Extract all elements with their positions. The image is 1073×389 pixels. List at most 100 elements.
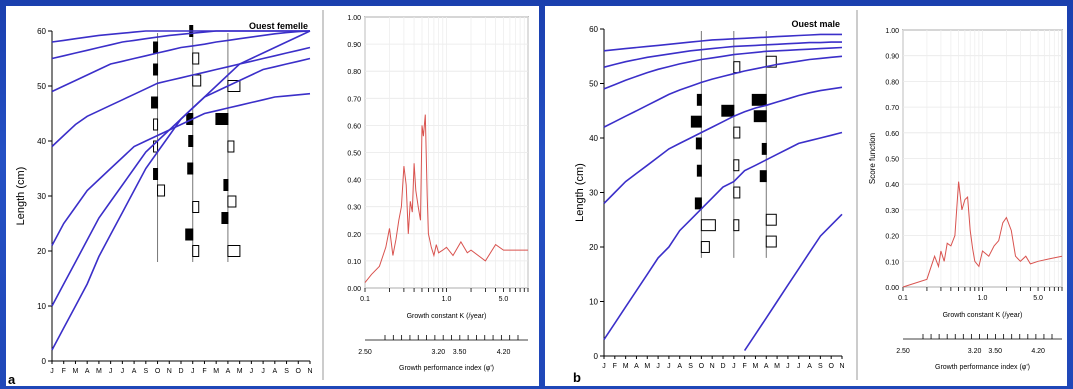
y-tick-label: 0.10 — [347, 259, 361, 266]
y-tick-label: 0.80 — [347, 69, 361, 76]
x-tick-label: S — [818, 363, 823, 370]
growth-curve-3 — [603, 86, 843, 204]
x-axis-label: Growth constant K (/year) — [943, 312, 1023, 319]
histogram-block — [696, 164, 702, 177]
histogram-block — [223, 179, 229, 191]
y-tick-label: 0.60 — [885, 131, 899, 138]
histogram-block — [733, 186, 741, 199]
x-tick-label: J — [667, 363, 671, 370]
histogram-block — [753, 110, 767, 123]
histogram-block — [192, 201, 200, 213]
x-tick-label: M — [644, 363, 650, 370]
y-tick-label: 60 — [37, 27, 46, 36]
y-tick-label: 0.50 — [885, 157, 899, 164]
histogram-block — [696, 93, 702, 106]
x2-tick-label: 2.50 — [896, 348, 910, 355]
x-tick-label: 5.0 — [1033, 295, 1043, 302]
histogram-block — [153, 140, 159, 153]
x-tick-label: J — [109, 368, 113, 375]
y-tick-label: 0.70 — [347, 96, 361, 103]
x-tick-label: J — [797, 363, 801, 370]
x-tick-label: O — [296, 368, 302, 375]
x2-tick-label: 3.20 — [432, 349, 446, 356]
x-tick-label: A — [677, 363, 682, 370]
y-tick-label: 60 — [589, 25, 598, 34]
y-tick-label: 50 — [37, 82, 46, 91]
x-tick-label: 1.0 — [978, 295, 988, 302]
y-tick-label: 0.20 — [347, 232, 361, 239]
chart-title: Ouest femelle — [249, 21, 308, 31]
x-tick-label: F — [742, 363, 746, 370]
x-tick-label: O — [699, 363, 705, 370]
y-tick-label: 10 — [37, 302, 46, 311]
y-tick-label: 50 — [589, 80, 598, 89]
panel-letter: a — [8, 372, 16, 387]
x-tick-label: S — [143, 368, 148, 375]
histogram-block — [227, 245, 241, 257]
y-tick-label: 0 — [594, 352, 599, 361]
growth-curve-6 — [603, 41, 842, 68]
growth-curve-4 — [51, 46, 311, 148]
histogram-block — [187, 162, 194, 175]
x-tick-label: N — [710, 363, 715, 370]
histogram-block — [153, 118, 159, 131]
y-tick-label: 0.10 — [885, 259, 899, 266]
x-tick-label: A — [764, 363, 769, 370]
x-tick-label: J — [261, 368, 265, 375]
x-tick-label: A — [132, 368, 137, 375]
histogram-block — [700, 219, 716, 232]
y-tick-label: 0.40 — [347, 178, 361, 185]
x2-tick-label: 3.50 — [988, 348, 1002, 355]
y-tick-label: 20 — [589, 243, 598, 252]
y-tick-label: 0.80 — [885, 79, 899, 86]
growth-curve-5 — [603, 46, 843, 90]
y-tick-label: 0.70 — [885, 105, 899, 112]
growth-curve-1 — [743, 213, 843, 352]
histogram-block — [765, 213, 777, 226]
x-tick-label: A — [226, 368, 231, 375]
histogram-block — [221, 212, 229, 224]
x-tick-label: A — [634, 363, 639, 370]
histogram-block — [188, 135, 194, 147]
y-tick-label: 0.40 — [885, 182, 899, 189]
x-tick-label: D — [720, 363, 725, 370]
x-tick-label: 0.1 — [360, 296, 370, 303]
histogram-block — [185, 228, 194, 241]
y-tick-label: 0 — [42, 357, 47, 366]
histogram-block — [157, 184, 166, 197]
y-tick-label: 1.00 — [347, 15, 361, 22]
x-axis-label: Growth constant K (/year) — [407, 313, 487, 320]
x-tick-label: A — [807, 363, 812, 370]
growth-curve-2 — [51, 57, 311, 307]
histogram-block — [695, 137, 702, 150]
growth-curve-3 — [51, 92, 311, 246]
histogram-block — [733, 61, 741, 74]
y-tick-label: 40 — [37, 137, 46, 146]
histogram-block — [192, 245, 200, 257]
x-tick-label: 0.1 — [898, 295, 908, 302]
x2-tick-label: 3.20 — [968, 348, 982, 355]
growth-curve-7 — [51, 30, 310, 43]
x-tick-label: O — [155, 368, 161, 375]
histogram-block — [733, 126, 741, 139]
x2-tick-label: 4.20 — [497, 349, 511, 356]
histogram-block — [192, 52, 200, 65]
x2-tick-label: 2.50 — [358, 349, 372, 356]
y-tick-label: 0.00 — [347, 286, 361, 293]
x-tick-label: F — [202, 368, 206, 375]
histogram-block — [694, 197, 702, 210]
histogram-block — [751, 93, 767, 106]
histogram-block — [153, 168, 159, 180]
x-tick-label: N — [167, 368, 172, 375]
x2-tick-label: 4.20 — [1031, 348, 1045, 355]
histogram-block — [733, 159, 740, 172]
x-tick-label: J — [602, 363, 606, 370]
y-tick-label: 0.30 — [347, 205, 361, 212]
histogram-block — [227, 195, 237, 208]
x-tick-label: J — [191, 368, 195, 375]
x-tick-label: M — [213, 368, 219, 375]
x2-tick-label: 3.50 — [453, 349, 467, 356]
x-tick-label: D — [178, 368, 183, 375]
y-tick-label: 0.90 — [885, 54, 899, 61]
x-tick-label: A — [85, 368, 90, 375]
